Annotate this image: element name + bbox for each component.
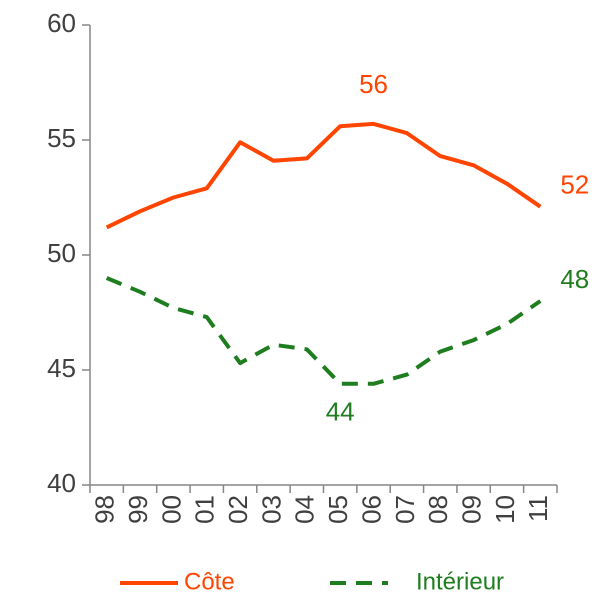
x-tick-label: 04: [290, 495, 320, 524]
data-label: 52: [560, 170, 589, 200]
data-label: 56: [359, 69, 388, 99]
x-tick-label: 09: [456, 495, 486, 524]
x-tick-label: 01: [190, 495, 220, 524]
data-label: 48: [560, 264, 589, 294]
y-tick-label: 60: [47, 8, 76, 38]
legend-label: Côte: [184, 568, 235, 595]
y-tick-label: 50: [47, 238, 76, 268]
x-tick-label: 02: [223, 495, 253, 524]
x-tick-label: 99: [123, 495, 153, 524]
data-label: 44: [326, 397, 355, 427]
x-tick-label: 07: [390, 495, 420, 524]
x-tick-label: 98: [90, 495, 120, 524]
y-tick-label: 55: [47, 123, 76, 153]
x-tick-label: 05: [323, 495, 353, 524]
y-tick-label: 45: [47, 353, 76, 383]
x-tick-label: 10: [490, 495, 520, 524]
x-tick-label: 11: [523, 495, 553, 522]
line-series: [105, 121, 542, 230]
legend-label: Intérieur: [416, 568, 504, 595]
y-tick-label: 40: [47, 468, 76, 498]
x-tick-label: 06: [356, 495, 386, 524]
line-series: [105, 276, 542, 386]
x-tick-label: 00: [156, 495, 186, 524]
x-tick-label: 08: [423, 495, 453, 524]
x-tick-label: 03: [256, 495, 286, 524]
